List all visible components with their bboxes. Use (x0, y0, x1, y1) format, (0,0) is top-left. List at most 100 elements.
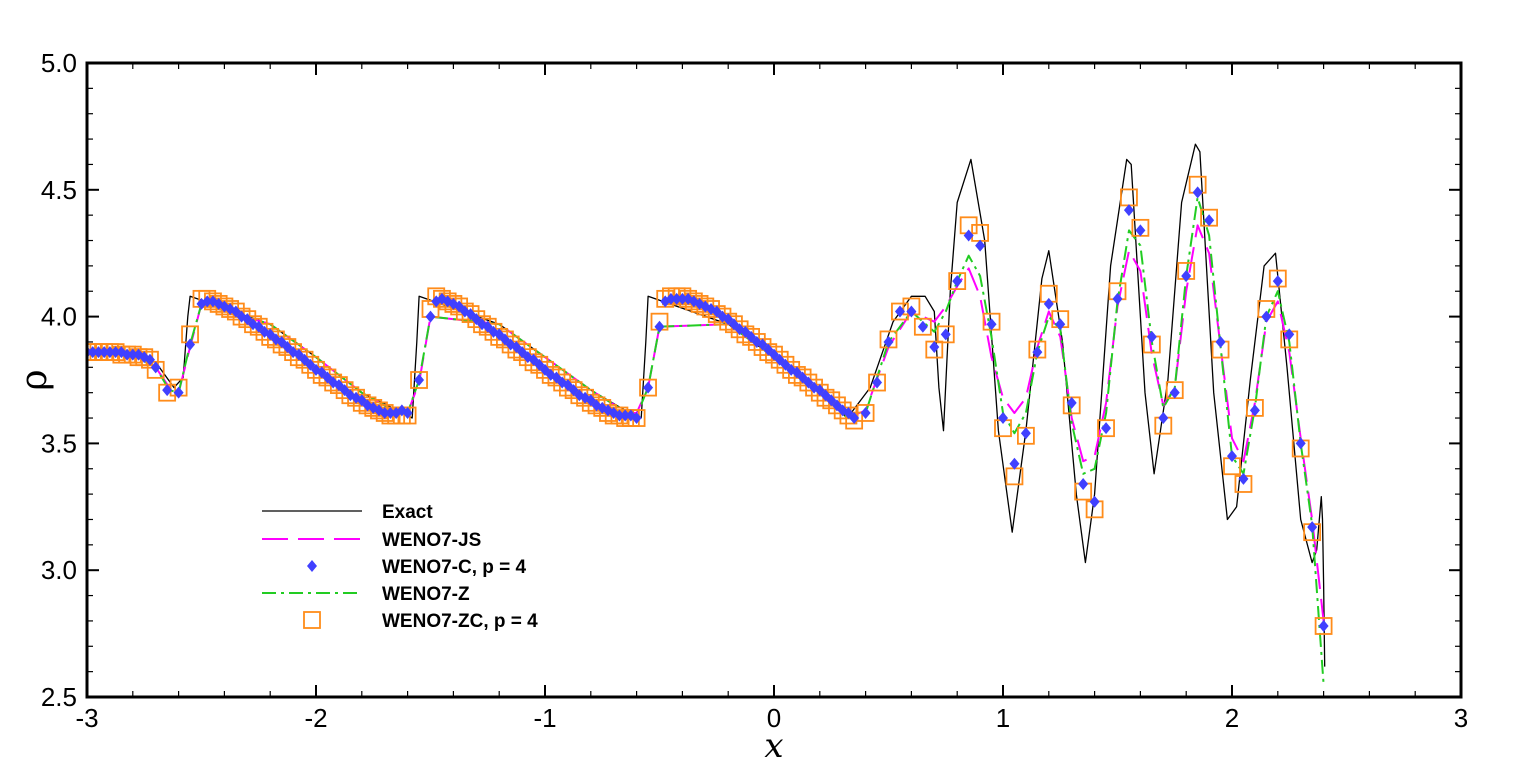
diamond-marker (505, 338, 516, 351)
square-marker (856, 404, 875, 422)
diamond-marker (1318, 619, 1329, 632)
diamond-marker (894, 305, 905, 318)
square-marker (770, 350, 789, 369)
y-tick-label: 5.0 (41, 48, 77, 78)
diamond-marker (849, 412, 860, 425)
legend-item: WENO7-ZC, p = 4 (303, 611, 538, 632)
square-marker (725, 315, 743, 334)
square-marker (765, 345, 783, 364)
x-tick-label: 0 (767, 703, 781, 733)
diamond-marker (150, 361, 161, 374)
diamond-marker (929, 341, 940, 354)
diamond-marker (1227, 450, 1237, 463)
square-marker (1314, 617, 1333, 635)
x-tick-label: -3 (75, 703, 98, 733)
legend: Exact WENO7-JS WENO7-C, p = 4 WENO7-Z WENO7-… (262, 502, 538, 632)
diamond-marker (425, 310, 436, 323)
diamond-marker (975, 239, 986, 252)
square-marker (913, 317, 932, 336)
diamond-marker (414, 374, 425, 386)
diamond-marker (654, 320, 665, 333)
diamond-marker (631, 412, 642, 425)
diamond-marker (1204, 214, 1215, 227)
y-tick-label: 4.5 (41, 175, 77, 205)
diamond-marker (952, 275, 963, 288)
diamond-marker (917, 320, 928, 333)
diamond-marker (1135, 224, 1146, 237)
diamond-marker (93, 346, 104, 359)
diamond-marker (144, 353, 155, 366)
series-1 (87, 224, 1325, 622)
square-marker (295, 350, 314, 369)
diamond-marker (1272, 275, 1283, 288)
diamond-marker (998, 412, 1008, 425)
series-line (87, 143, 1326, 667)
diamond-marker (87, 346, 98, 359)
square-marker (410, 371, 428, 389)
x-tick-label: 2 (1225, 703, 1239, 733)
series-3 (87, 196, 1325, 685)
legend-label: WENO7-C, p = 4 (382, 557, 527, 578)
diamond-marker (385, 406, 396, 419)
square-marker (496, 330, 514, 349)
diamond-marker (99, 346, 110, 359)
legend-label: WENO7-ZC, p = 4 (382, 611, 538, 632)
diamond-marker (1078, 477, 1089, 490)
diamond-marker (872, 376, 883, 389)
legend-label: Exact (382, 502, 433, 523)
diamond-marker (677, 292, 688, 305)
square-marker (936, 325, 955, 344)
diamond-marker (1307, 521, 1318, 534)
square-marker (742, 327, 760, 346)
diamond-marker (110, 346, 121, 359)
diamond-marker (1123, 204, 1134, 217)
diamond-marker (614, 409, 625, 422)
diamond-marker (671, 292, 682, 305)
diamond-marker (963, 229, 974, 242)
diamond-marker (1158, 412, 1169, 425)
diamond-marker (643, 381, 654, 394)
square-marker (639, 378, 657, 397)
square-marker (301, 355, 320, 374)
square-marker (530, 355, 549, 374)
square-marker (1097, 419, 1115, 438)
y-tick-label: 3.0 (41, 555, 77, 585)
diamond-marker (1112, 292, 1123, 305)
diamond-marker (1238, 472, 1249, 485)
legend-item: Exact (262, 502, 433, 523)
diamond-marker (940, 328, 951, 341)
diamond-marker (1066, 396, 1077, 409)
series-line (87, 224, 1325, 622)
plot-area (87, 143, 1333, 685)
diamond-marker (1101, 422, 1112, 435)
legend-square-swatch (303, 611, 321, 629)
square-marker (278, 338, 297, 356)
diamond-marker (986, 318, 997, 331)
diamond-marker (173, 386, 184, 399)
legend-item: WENO7-Z (262, 584, 470, 605)
plot-frame (85, 61, 1463, 699)
diamond-marker (883, 335, 894, 348)
square-marker (868, 373, 886, 392)
square-marker (948, 272, 967, 290)
diamond-marker (906, 305, 917, 318)
diamond-marker (1043, 297, 1054, 310)
diamond-marker (1261, 310, 1272, 323)
diamond-marker (127, 348, 138, 361)
x-tick-label: 1 (996, 703, 1010, 733)
square-marker (793, 368, 812, 387)
diamond-marker (620, 409, 631, 422)
diamond-marker (379, 406, 390, 419)
legend-label: WENO7-JS (382, 530, 481, 551)
diamond-marker (1009, 457, 1020, 470)
diamond-marker (1146, 330, 1157, 343)
diamond-marker (1192, 186, 1203, 199)
diamond-marker (1295, 437, 1306, 450)
diamond-marker (665, 292, 676, 305)
y-tick-label: 2.5 (41, 682, 77, 712)
x-tick-label: -2 (304, 703, 327, 733)
diamond-marker (202, 295, 213, 308)
series-0 (87, 143, 1326, 667)
